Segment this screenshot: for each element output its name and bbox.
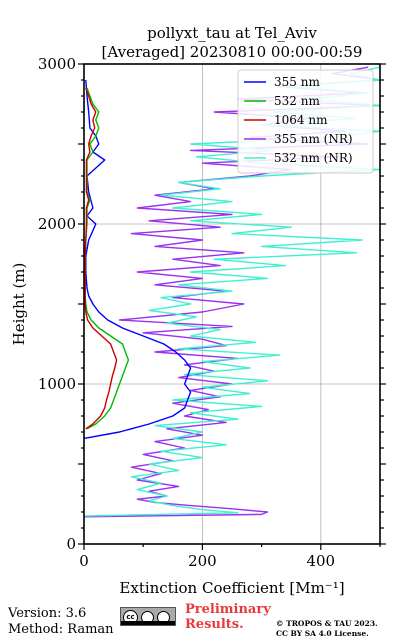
- legend-label: 355 nm (NR): [274, 132, 353, 146]
- series-line-4: [83, 66, 381, 517]
- chart-title-line2: [Averaged] 20230810 00:00-00:59: [102, 43, 363, 61]
- cc-license-badge: cc: [120, 607, 176, 626]
- series-line-1: [84, 87, 130, 430]
- y-tick-label: 3000: [38, 55, 76, 73]
- chart: pollyxt_tau at Tel_Aviv [Averaged] 20230…: [10, 24, 386, 597]
- preliminary-line2: Results.: [185, 617, 244, 632]
- legend-label: 1064 nm: [274, 113, 328, 127]
- x-tick-label: 0: [79, 552, 89, 570]
- legend-box: [237, 69, 374, 174]
- copyright-line2: CC BY SA 4.0 License.: [276, 629, 369, 638]
- y-axis-label: Height (m): [10, 263, 28, 346]
- series-line-0: [83, 79, 192, 440]
- series-line-2: [84, 87, 118, 430]
- legend-label: 355 nm: [274, 75, 320, 89]
- version-text: Version: 3.6: [8, 606, 87, 621]
- x-axis-label: Extinction Coefficient [Mm⁻¹]: [119, 579, 344, 597]
- axis-ticks: 0 200 400 0 1000 2000 3000: [38, 55, 386, 570]
- x-tick-label: 400: [306, 552, 335, 570]
- y-tick-label: 2000: [38, 215, 76, 233]
- preliminary-line1: Preliminary: [185, 602, 271, 617]
- method-text: Method: Raman: [8, 622, 114, 637]
- copyright-note: © TROPOS & TAU 2023. CC BY SA 4.0 Licens…: [276, 619, 378, 639]
- y-tick-label: 0: [66, 535, 76, 553]
- y-tick-label: 1000: [38, 375, 76, 393]
- legend: 355 nm 532 nm 1064 nm 355 nm (NR) 532 nm (NR…: [237, 69, 374, 174]
- preliminary-results-note: Preliminary Results.: [185, 602, 271, 632]
- copyright-line1: © TROPOS & TAU 2023.: [276, 619, 378, 628]
- x-tick-label: 200: [188, 552, 217, 570]
- legend-label: 532 nm: [274, 94, 320, 108]
- legend-label: 532 nm (NR): [274, 151, 353, 165]
- chart-title-line1: pollyxt_tau at Tel_Aviv: [147, 24, 317, 42]
